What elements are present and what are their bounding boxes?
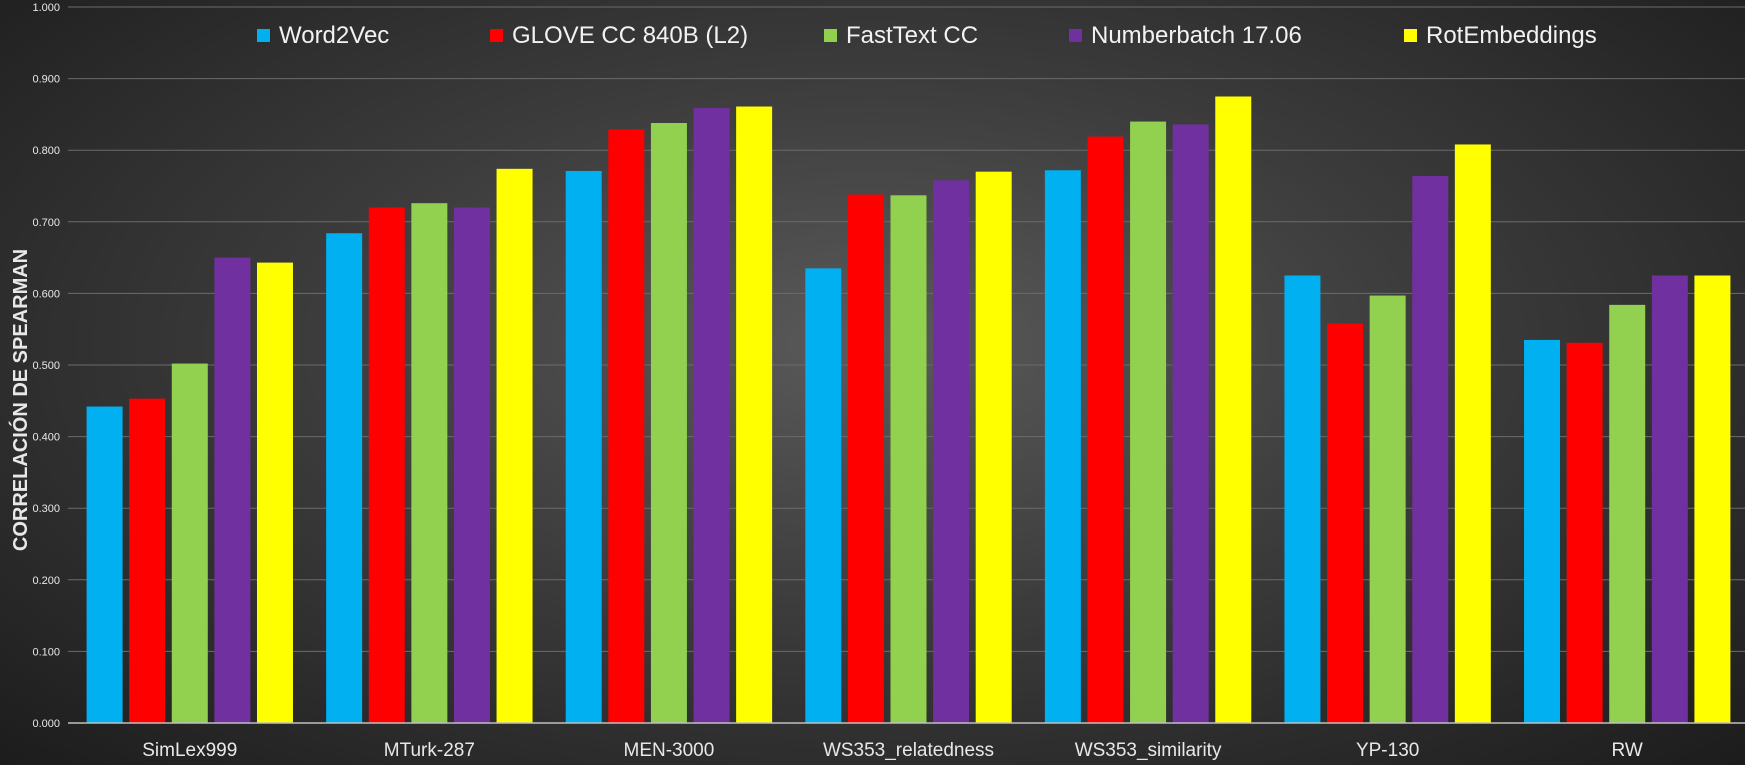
bar-word2vec-simlex999 — [86, 406, 123, 723]
bar-glove-cc-840b-l2-yp-130 — [1327, 323, 1364, 723]
bar-word2vec-mturk-287 — [326, 233, 363, 724]
y-tick-label: 0.100 — [32, 646, 60, 658]
bar-fasttext-cc-ws353-relatedness — [890, 195, 927, 724]
y-tick-label: 0.600 — [32, 288, 60, 300]
y-tick-label: 0.900 — [32, 74, 60, 86]
x-category-label: RW — [1612, 740, 1643, 761]
bar-rotembeddings-yp-130 — [1454, 144, 1491, 724]
legend-swatch — [1069, 29, 1082, 42]
bars — [86, 96, 1731, 724]
bar-rotembeddings-ws353-relatedness — [975, 171, 1012, 723]
bar-rotembeddings-mturk-287 — [496, 168, 533, 724]
legend: Word2Vec GLOVE CC 840B (L2) FastText CC Num… — [257, 22, 1597, 49]
bar-rotembeddings-rw — [1694, 275, 1731, 723]
bar-rotembeddings-simlex999 — [256, 262, 293, 723]
legend-item: Word2Vec — [257, 22, 389, 49]
y-tick-label: 0.700 — [32, 217, 60, 229]
bar-numberbatch-17-06-rw — [1651, 275, 1688, 723]
legend-swatch — [257, 29, 270, 42]
legend-swatch — [1404, 29, 1417, 42]
y-tick-label: 0.200 — [32, 575, 60, 587]
y-tick-label: 0.400 — [32, 432, 60, 444]
x-category-label: YP-130 — [1356, 740, 1419, 761]
bar-numberbatch-17-06-simlex999 — [214, 257, 251, 723]
legend-label: Numberbatch 17.06 — [1091, 22, 1302, 49]
legend-item: Numberbatch 17.06 — [1069, 22, 1302, 49]
bar-rotembeddings-men-3000 — [736, 106, 773, 724]
bar-fasttext-cc-men-3000 — [650, 122, 687, 723]
bar-word2vec-rw — [1524, 339, 1561, 723]
x-category-label: WS353_similarity — [1075, 740, 1222, 761]
legend-item: RotEmbeddings — [1404, 22, 1597, 49]
bar-numberbatch-17-06-ws353-relatedness — [933, 180, 970, 724]
bar-word2vec-yp-130 — [1284, 275, 1321, 723]
y-tick-label: 0.300 — [32, 503, 60, 515]
legend-label: RotEmbeddings — [1426, 22, 1597, 49]
bar-word2vec-men-3000 — [565, 170, 602, 724]
legend-item: GLOVE CC 840B (L2) — [490, 22, 748, 49]
bar-glove-cc-840b-l2-mturk-287 — [368, 207, 405, 724]
legend-label: GLOVE CC 840B (L2) — [512, 22, 748, 49]
bar-numberbatch-17-06-mturk-287 — [453, 207, 490, 724]
bar-fasttext-cc-rw — [1609, 304, 1646, 723]
bar-glove-cc-840b-l2-rw — [1566, 342, 1603, 723]
bar-glove-cc-840b-l2-ws353-similarity — [1087, 136, 1124, 723]
bar-glove-cc-840b-l2-ws353-relatedness — [847, 194, 884, 724]
bar-rotembeddings-ws353-similarity — [1215, 96, 1252, 723]
bar-glove-cc-840b-l2-simlex999 — [129, 398, 166, 723]
y-tick-label: 1.000 — [32, 2, 60, 14]
legend-label: FastText CC — [846, 22, 978, 49]
legend-label: Word2Vec — [279, 22, 389, 49]
bar-glove-cc-840b-l2-men-3000 — [608, 129, 645, 723]
bar-fasttext-cc-yp-130 — [1369, 295, 1406, 723]
bar-numberbatch-17-06-men-3000 — [693, 107, 730, 724]
bar-fasttext-cc-simlex999 — [171, 363, 208, 723]
bar-numberbatch-17-06-yp-130 — [1412, 175, 1449, 723]
y-tick-label: 0.000 — [32, 718, 60, 730]
bar-word2vec-ws353-similarity — [1044, 170, 1081, 724]
x-category-label: MTurk-287 — [384, 740, 475, 761]
bar-fasttext-cc-mturk-287 — [411, 203, 448, 723]
legend-item: FastText CC — [824, 22, 978, 49]
bar-word2vec-ws353-relatedness — [805, 268, 842, 723]
legend-swatch — [824, 29, 837, 42]
legend-swatch — [490, 29, 503, 42]
bar-fasttext-cc-ws353-similarity — [1130, 121, 1167, 723]
x-category-label: MEN-3000 — [624, 740, 715, 761]
y-axis-label: CORRELACIÓN DE SPEARMAN — [8, 249, 32, 551]
x-category-label: WS353_relatedness — [823, 740, 994, 761]
y-tick-label: 0.500 — [32, 360, 60, 372]
bar-numberbatch-17-06-ws353-similarity — [1172, 124, 1209, 723]
y-tick-label: 0.800 — [32, 145, 60, 157]
axes: 0.000 0.100 0.200 0.300 0.400 0.500 0.600 0.700… — [32, 2, 1745, 761]
x-category-label: SimLex999 — [142, 740, 237, 761]
